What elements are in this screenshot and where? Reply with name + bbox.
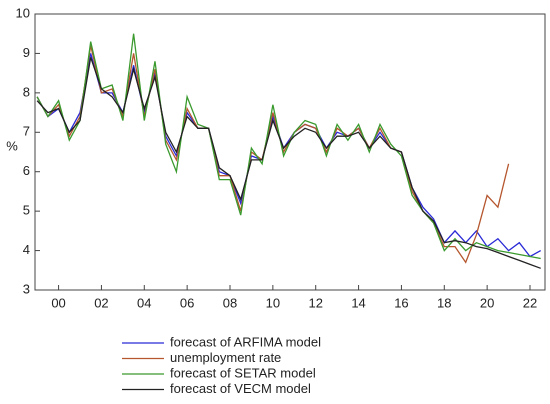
- legend-label: forecast of VECM model: [170, 381, 311, 396]
- y-tick-label: 5: [23, 203, 30, 218]
- x-tick-label: 18: [437, 295, 451, 310]
- x-tick-label: 00: [51, 295, 65, 310]
- legend-label: unemployment rate: [170, 350, 281, 365]
- y-tick-label: 7: [23, 124, 30, 139]
- series-line: [36, 57, 541, 269]
- plot-frame: [34, 13, 546, 291]
- y-tick-label: 9: [23, 45, 30, 60]
- x-tick-label: 06: [180, 295, 194, 310]
- legend-label: forecast of ARFIMA model: [170, 334, 321, 349]
- x-tick-label: 14: [351, 295, 365, 310]
- y-tick-label: 4: [23, 242, 30, 257]
- x-tick-label: 02: [94, 295, 108, 310]
- series-line: [36, 53, 542, 258]
- x-tick-label: 10: [266, 295, 280, 310]
- legend-label: forecast of SETAR model: [170, 365, 316, 380]
- x-tick-label: 20: [480, 295, 494, 310]
- y-tick-label: 3: [23, 281, 30, 296]
- x-tick-label: 08: [223, 295, 237, 310]
- series-line: [36, 33, 541, 260]
- x-tick-label: 12: [308, 295, 322, 310]
- y-tick-label: 10: [16, 5, 30, 20]
- y-tick-label: 6: [23, 163, 30, 178]
- y-tick-label: 8: [23, 84, 30, 99]
- x-tick-label: 22: [523, 295, 537, 310]
- x-tick-label: 04: [137, 295, 151, 310]
- x-tick-label: 16: [394, 295, 408, 310]
- y-axis-label: %: [6, 138, 18, 153]
